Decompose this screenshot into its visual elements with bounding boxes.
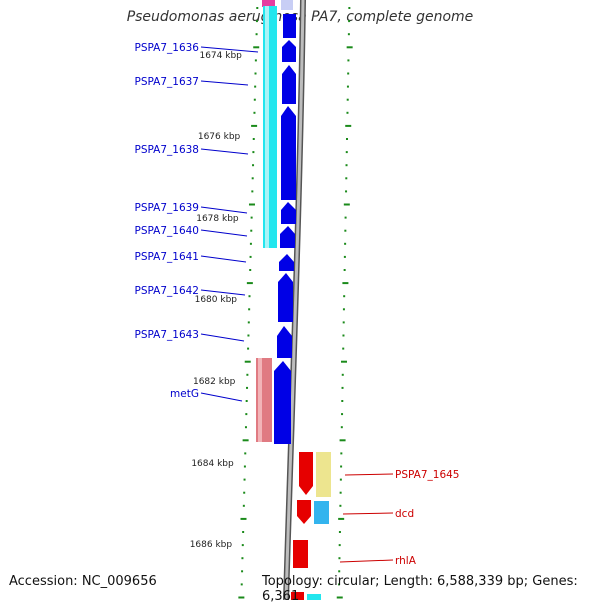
- scale-label: 1682 kbp: [193, 377, 236, 387]
- gene-leader-line: [200, 206, 248, 214]
- red-block-bottom: [291, 592, 304, 600]
- scale-label: 1674 kbp: [199, 51, 242, 61]
- gene-arrow-psp7-1644: [277, 326, 292, 358]
- scale-label: 1680 kbp: [195, 295, 238, 305]
- gene-leader-line: [200, 392, 243, 402]
- accession-label: Accession: NC_009656: [9, 574, 157, 589]
- gene-leader-line: [342, 512, 394, 515]
- gene-label-left[interactable]: PSPA7_1643: [135, 329, 200, 341]
- gene-arrow-psp7-1638: [282, 65, 296, 104]
- gene-label-left[interactable]: PSPA7_1637: [135, 76, 200, 88]
- gene-arrow-psp7-1643: [278, 273, 293, 322]
- gene-arrow-rhlA: [293, 540, 308, 568]
- gene-label-left[interactable]: PSPA7_1642: [135, 285, 200, 297]
- gene-leader-line: [200, 46, 259, 53]
- gene-arrow-psp7-1637: [282, 40, 296, 62]
- genome-backbone-highlight: [284, 0, 305, 600]
- gene-arrow-psp7-1642: [279, 254, 294, 271]
- gene-arrow-metG: [274, 361, 291, 444]
- gene-label-right[interactable]: dcd: [395, 508, 414, 520]
- gene-label-left[interactable]: PSPA7_1636: [135, 42, 200, 54]
- scale-ticks: [238, 7, 353, 599]
- gene-label-left[interactable]: PSPA7_1641: [135, 251, 200, 263]
- gene-leader-line: [200, 289, 246, 296]
- scale-label: 1676 kbp: [198, 132, 241, 142]
- gene-arrow-dcd: [297, 500, 311, 524]
- gene-label-left[interactable]: PSPA7_1638: [135, 144, 200, 156]
- gene-arrow-psp7-1636: [283, 14, 296, 38]
- gene-leader-line: [200, 229, 248, 237]
- gene-arrow-psp7-1641: [280, 226, 295, 248]
- scale-label: 1686 kbp: [190, 540, 233, 550]
- lightblue-block-top: [281, 0, 293, 10]
- yellow-homology-block: [316, 452, 331, 497]
- gene-label-right[interactable]: PSPA7_1645: [395, 469, 460, 481]
- gene-arrow-psp7-1640: [281, 202, 296, 224]
- gene-label-left[interactable]: metG: [170, 388, 199, 400]
- gene-leader-line: [200, 333, 245, 342]
- scale-label: 1678 kbp: [196, 214, 239, 224]
- gene-leader-line: [200, 148, 249, 155]
- gene-leader-line: [200, 255, 247, 263]
- gene-label-left[interactable]: PSPA7_1639: [135, 202, 200, 214]
- gene-label-right[interactable]: rhlA: [395, 555, 417, 567]
- gene-label-left[interactable]: PSPA7_1640: [135, 225, 200, 237]
- scale-label: 1684 kbp: [191, 459, 234, 469]
- lightblue-homology-block: [314, 501, 329, 524]
- gene-leader-line: [344, 473, 394, 476]
- scale-labels: 1674 kbp 1676 kbp 1678 kbp 1680 kbp 1682 kbp…: [190, 51, 242, 550]
- pink-block-highlight: [258, 358, 262, 442]
- pink-block-top: [262, 0, 275, 7]
- cyan-block-highlight: [265, 6, 269, 248]
- gene-arrow-psp7-1639: [281, 106, 296, 200]
- cyan-block-bottom: [307, 594, 321, 600]
- gene-leader-line: [200, 80, 249, 86]
- gene-label-lines: [200, 46, 394, 563]
- gene-labels: PSPA7_1636 PSPA7_1637 PSPA7_1638 PSPA7_1639…: [135, 42, 460, 567]
- gene-leader-line: [339, 559, 394, 563]
- gene-arrow-psp7-1645: [299, 452, 313, 495]
